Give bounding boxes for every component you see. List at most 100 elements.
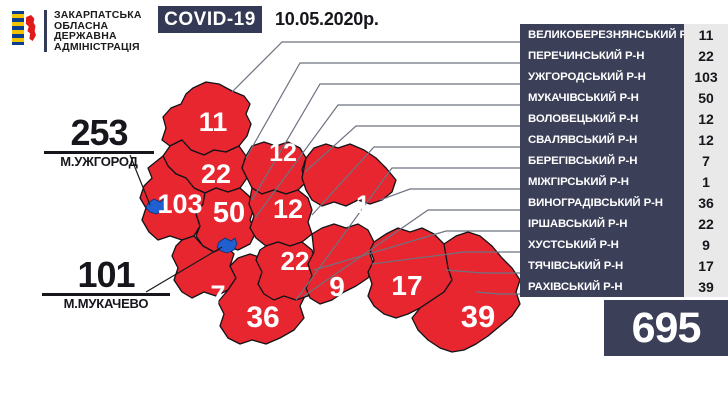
- district-name: МІЖГІРСЬКИЙ Р-Н: [520, 171, 684, 192]
- district-svaliavskyi: [248, 187, 313, 247]
- leader-khustskyi: [371, 251, 520, 265]
- city-markers: [145, 198, 238, 254]
- district-name: ПЕРЕЧИНСЬКИЙ Р-Н: [520, 45, 684, 66]
- report-date: 10.05.2020р.: [275, 9, 379, 29]
- map-value-label: 22: [281, 246, 310, 276]
- uzhhorod-city-marker-icon: [145, 198, 167, 215]
- table-row: СВАЛЯВСЬКИЙ Р-Н 12: [520, 129, 728, 150]
- district-name: МУКАЧІВСЬКИЙ Р-Н: [520, 87, 684, 108]
- table-row: БЕРЕГІВСЬКИЙ Р-Н 7: [520, 150, 728, 171]
- leader-uzhhorodskyi: [251, 83, 520, 201]
- district-name: СВАЛЯВСЬКИЙ Р-Н: [520, 129, 684, 150]
- org-line-3: ДЕРЖАВНА: [54, 30, 117, 43]
- map-value-label: 103: [157, 189, 202, 219]
- district-value: 36: [684, 192, 728, 213]
- district-berehivskyi: [171, 235, 237, 299]
- district-value: 39: [684, 276, 728, 297]
- district-value: 12: [684, 129, 728, 150]
- logo-divider: [44, 10, 47, 52]
- table-row: ІРШАВСЬКИЙ Р-Н 22: [520, 213, 728, 234]
- district-value: 103: [684, 66, 728, 87]
- district-name: БЕРЕГІВСЬКИЙ Р-Н: [520, 150, 684, 171]
- district-name: ІРШАВСЬКИЙ Р-Н: [520, 213, 684, 234]
- table-row: ВЕЛИКОБЕРЕЗНЯНСЬКИЙ Р-Н 11: [520, 24, 728, 45]
- total-cases-value: 695: [631, 303, 702, 352]
- map-value-label: 12: [273, 194, 303, 224]
- district-rakhivskyi: [411, 231, 521, 353]
- leader-irshavskyi: [313, 230, 520, 271]
- callout-uzhhorod-value: 253: [70, 112, 128, 153]
- covid-badge-label: COVID-19: [164, 8, 256, 30]
- district-name: УЖГОРОДСЬКИЙ Р-Н: [520, 66, 684, 87]
- map-value-label: 1: [356, 191, 370, 219]
- map-value-label: 17: [391, 270, 422, 301]
- district-value: 22: [684, 45, 728, 66]
- org-line-4: АДМІНІСТРАЦІЯ: [54, 40, 140, 53]
- map-value-label: 12: [269, 139, 297, 167]
- table-row: ВОЛОВЕЦЬКИЙ Р-Н 12: [520, 108, 728, 129]
- leader-vynohradivskyi: [303, 209, 520, 297]
- district-value: 1: [684, 171, 728, 192]
- table-row: ВИНОГРАДІВСЬКИЙ Р-Н 36: [520, 192, 728, 213]
- table-row: ПЕРЕЧИНСЬКИЙ Р-Н 22: [520, 45, 728, 66]
- org-line-2: ОБЛАСНА: [54, 19, 109, 32]
- table-row: ХУСТСЬКИЙ Р-Н 9: [520, 234, 728, 255]
- district-value: 17: [684, 255, 728, 276]
- leader-mukachivskyi: [254, 104, 520, 219]
- leader-perechynskyi: [245, 62, 520, 159]
- map-value-label: 7: [210, 280, 225, 310]
- district-value: 22: [684, 213, 728, 234]
- district-name: ВЕЛИКОБЕРЕЗНЯНСЬКИЙ Р-Н: [520, 24, 684, 45]
- district-mukachivskyi: [195, 187, 257, 253]
- district-value: 50: [684, 87, 728, 108]
- map-value-label: 36: [246, 301, 279, 334]
- district-name: ХУСТСЬКИЙ Р-Н: [520, 234, 684, 255]
- callout-mukachevo: 101 М.МУКАЧЕВО: [42, 254, 170, 311]
- table-row: ТЯЧІВСЬКИЙ Р-Н 17: [520, 255, 728, 276]
- table-row: УЖГОРОДСЬКИЙ Р-Н 103: [520, 66, 728, 87]
- district-irshavskyi: [255, 241, 317, 301]
- map-value-label: 11: [199, 107, 228, 137]
- callout-mukachevo-label: М.МУКАЧЕВО: [63, 296, 149, 311]
- map-value-label: 39: [461, 299, 495, 334]
- map-value-label: 50: [213, 197, 245, 229]
- covid-badge: COVID-19: [158, 6, 262, 33]
- table-row: МІЖГІРСЬКИЙ Р-Н 1: [520, 171, 728, 192]
- callout-mukachevo-value: 101: [77, 254, 135, 295]
- coat-bear-icon: [25, 15, 36, 41]
- leader-rakhivskyi: [475, 291, 520, 295]
- leader-tiachivskyi: [445, 269, 520, 274]
- district-name: ВОЛОВЕЦЬКИЙ Р-Н: [520, 108, 684, 129]
- callout-uzhhorod-label: М.УЖГОРОД: [60, 154, 138, 169]
- leader-berehivskyi: [295, 167, 520, 301]
- organization-logo-block: ЗАКАРПАТСЬКА ОБЛАСНА ДЕРЖАВНА АДМІНІСТРА…: [12, 10, 142, 52]
- org-line-1: ЗАКАРПАТСЬКА: [54, 9, 142, 21]
- leader-mizhhirskyi: [379, 188, 520, 201]
- table-row: РАХІВСЬКИЙ Р-Н 39: [520, 276, 728, 297]
- leader-svaliavskyi: [311, 146, 520, 216]
- leader-velykobereznianskyi: [231, 41, 520, 93]
- district-name: ТЯЧІВСЬКИЙ Р-Н: [520, 255, 684, 276]
- zakarpattia-coat-of-arms-icon: [12, 11, 38, 45]
- callout-mukachevo-rule: [42, 293, 170, 296]
- callout-pointer-lines: [129, 154, 223, 293]
- pointer-uzhhorod: [129, 154, 151, 206]
- coat-blue-field: [12, 11, 24, 45]
- total-cases-box: 695: [604, 300, 728, 356]
- district-name: РАХІВСЬКИЙ Р-Н: [520, 276, 684, 297]
- callout-uzhhorod-rule: [44, 151, 154, 154]
- organization-name: ЗАКАРПАТСЬКА ОБЛАСНА ДЕРЖАВНА АДМІНІСТРА…: [54, 10, 142, 52]
- district-value: 12: [684, 108, 728, 129]
- map-value-label: 9: [329, 271, 345, 302]
- leader-lines: [231, 41, 520, 301]
- district-value: 11: [684, 24, 728, 45]
- district-khustskyi: [305, 223, 375, 305]
- map-value-label: 22: [201, 159, 231, 189]
- district-name: ВИНОГРАДІВСЬКИЙ Р-Н: [520, 192, 684, 213]
- district-shapes: [139, 81, 521, 353]
- leader-volovetskyi: [304, 125, 520, 173]
- district-table: ВЕЛИКОБЕРЕЗНЯНСЬКИЙ Р-Н 11 ПЕРЕЧИНСЬКИЙ Р-…: [520, 24, 728, 297]
